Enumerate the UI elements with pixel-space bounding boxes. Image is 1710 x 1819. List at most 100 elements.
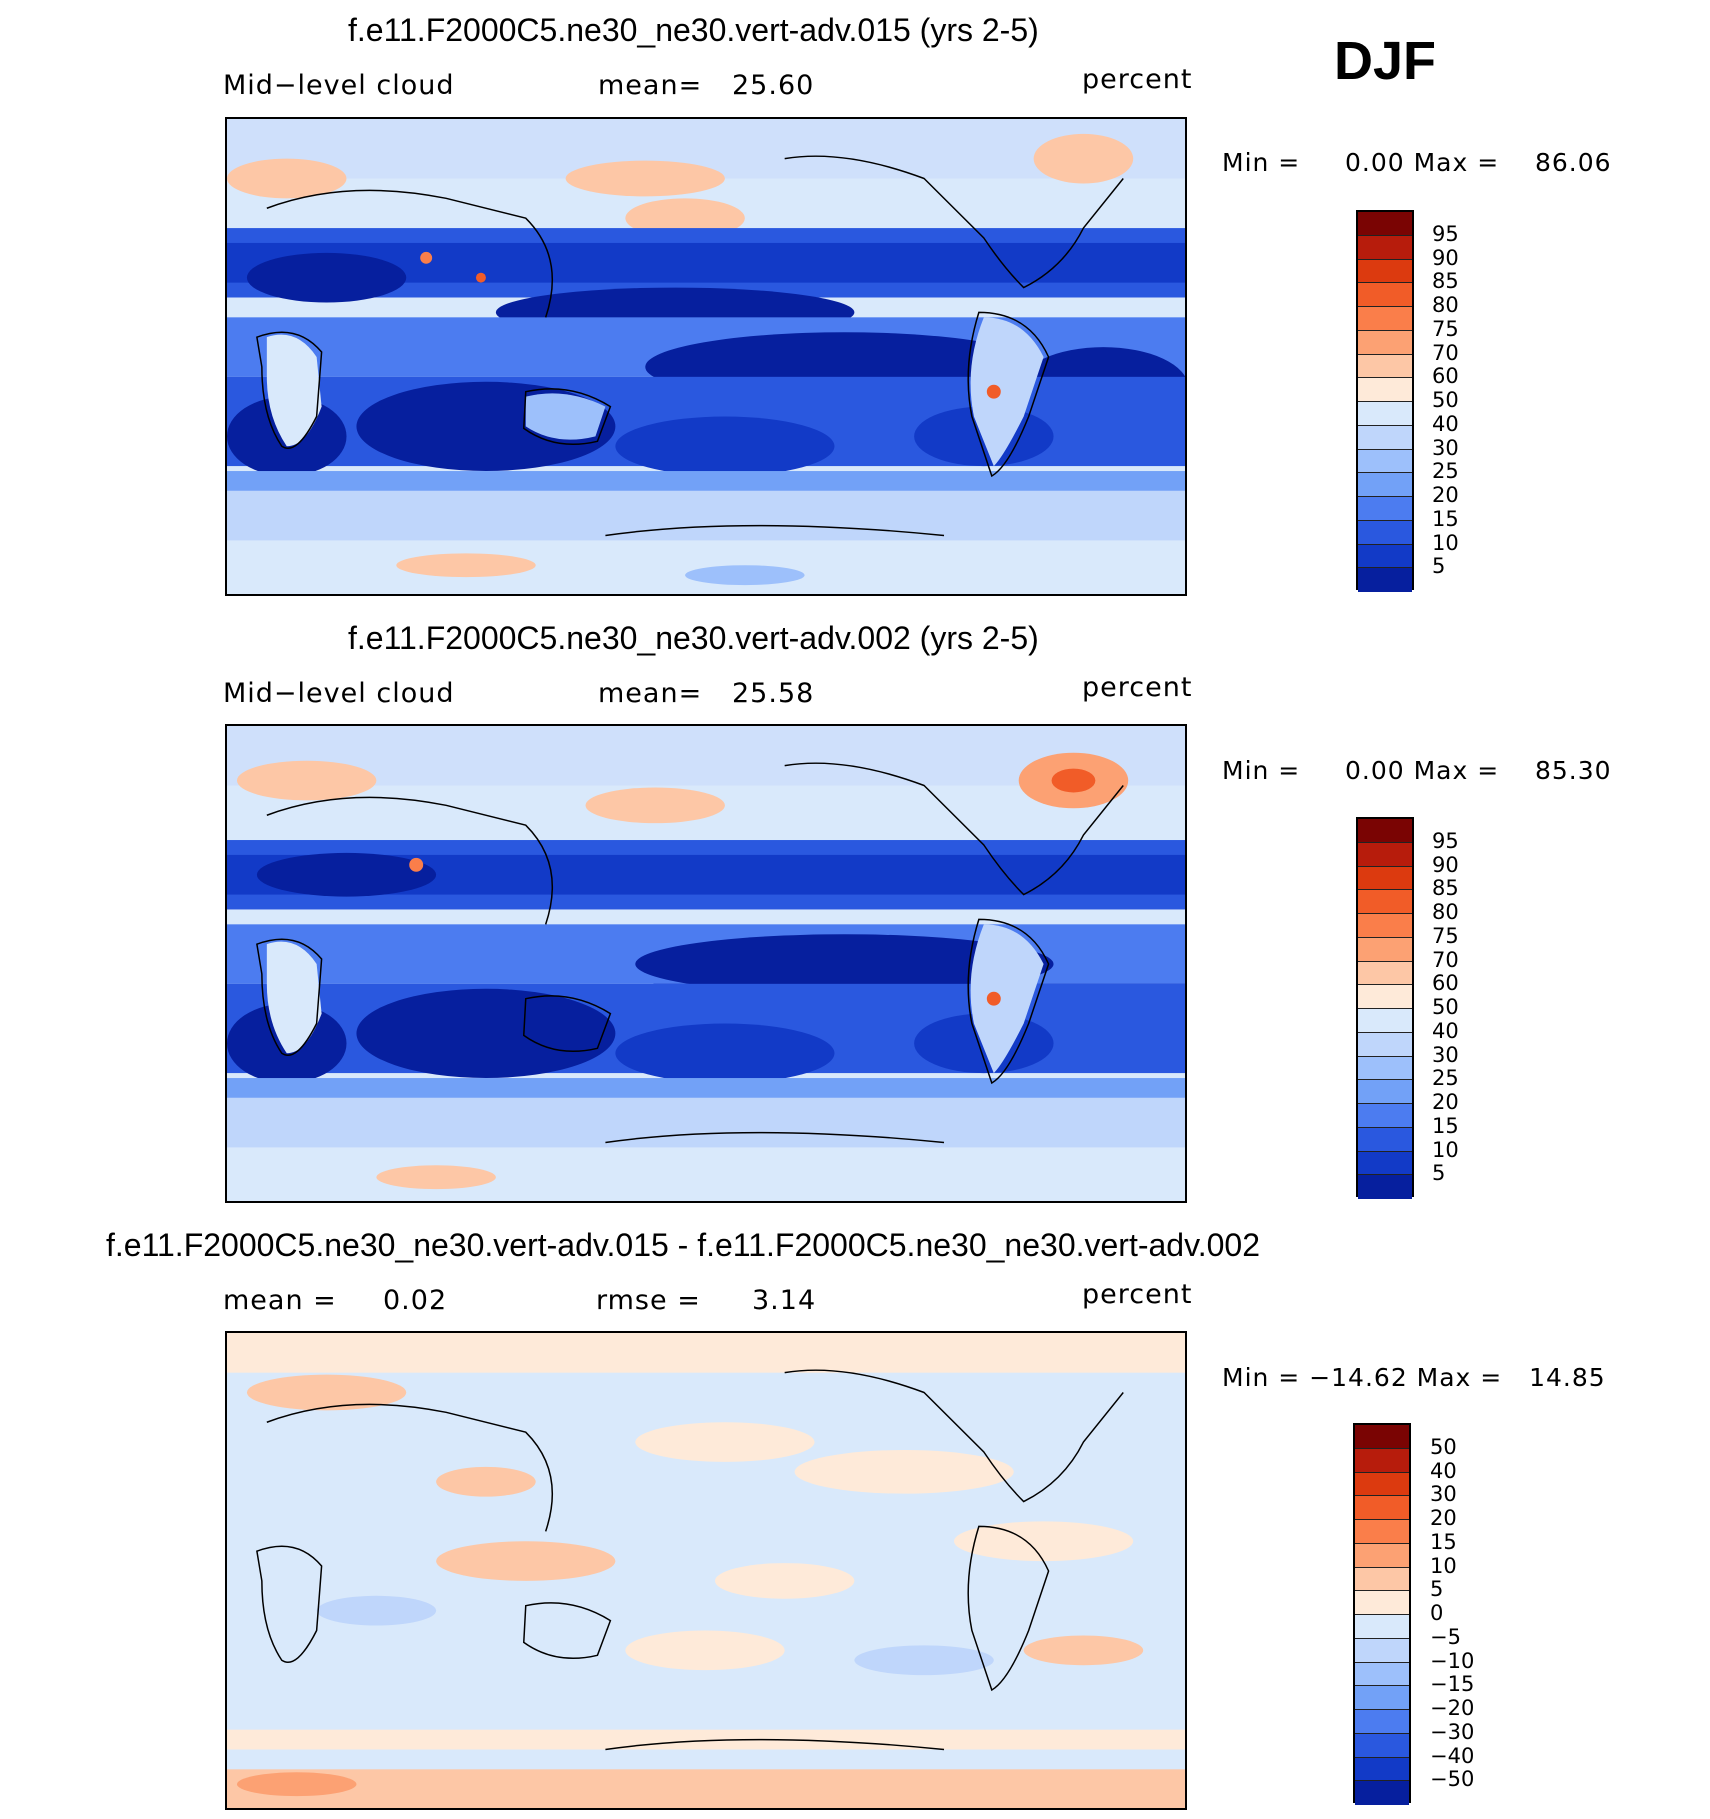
colorbar-swatch (1355, 1543, 1409, 1568)
colorbar-tick-label: 80 (1432, 900, 1459, 924)
panel-2-mean-value: 25.58 (732, 678, 815, 709)
colorbar-tick-label: −10 (1430, 1648, 1475, 1673)
panel-2-colorbar (1356, 817, 1414, 1199)
colorbar-swatch (1358, 568, 1412, 592)
colorbar-tick-label: 70 (1432, 947, 1459, 972)
colorbar-swatch (1355, 1733, 1409, 1758)
colorbar-swatch (1358, 1056, 1412, 1081)
colorbar-tick-label: 20 (1430, 1506, 1457, 1530)
colorbar-swatch (1358, 212, 1412, 236)
colorbar-tick-label: 70 (1432, 340, 1459, 365)
panel-3-rmse-label: rmse = (596, 1285, 701, 1316)
colorbar-swatch (1358, 866, 1412, 891)
colorbar-tick-label: −20 (1430, 1696, 1475, 1720)
colorbar-swatch (1358, 819, 1412, 843)
panel-3-map (225, 1331, 1187, 1810)
colorbar-swatch (1358, 1175, 1412, 1199)
colorbar-tick-label: 75 (1432, 316, 1459, 341)
colorbar-tick-label: 50 (1430, 1434, 1457, 1459)
colorbar-swatch (1355, 1781, 1409, 1805)
colorbar-tick-label: 5 (1432, 1161, 1446, 1186)
panel-1-units: percent (1082, 64, 1193, 95)
colorbar-swatch (1358, 914, 1412, 938)
colorbar-swatch (1358, 985, 1412, 1009)
colorbar-swatch (1355, 1710, 1409, 1734)
colorbar-swatch (1358, 235, 1412, 260)
colorbar-swatch (1355, 1615, 1409, 1639)
colorbar-tick-label: 30 (1432, 435, 1459, 460)
colorbar-tick-label: −5 (1430, 1624, 1461, 1649)
colorbar-tick-label: 15 (1432, 1113, 1459, 1138)
colorbar-tick-label: 5 (1430, 1577, 1444, 1602)
panel-1-variable: Mid−level cloud (223, 70, 455, 101)
colorbar-tick-label: 0 (1430, 1601, 1444, 1625)
colorbar-tick-label: 20 (1432, 1090, 1459, 1114)
colorbar-swatch (1355, 1638, 1409, 1663)
colorbar-swatch (1358, 378, 1412, 402)
colorbar-tick-label: 40 (1430, 1458, 1457, 1483)
panel-1-mean-value: 25.60 (732, 70, 815, 101)
panel-2-units: percent (1082, 672, 1193, 703)
colorbar-tick-label: 95 (1432, 828, 1459, 853)
colorbar-swatch (1358, 330, 1412, 355)
colorbar-tick-label: 15 (1432, 506, 1459, 531)
panel-3-units: percent (1082, 1279, 1193, 1310)
colorbar-swatch (1358, 1032, 1412, 1057)
panel-1-title: f.e11.F2000C5.ne30_ne30.vert-adv.015 (yr… (348, 12, 1039, 48)
panel-2-mean-label: mean= (598, 678, 703, 709)
colorbar-swatch (1355, 1757, 1409, 1782)
colorbar-tick-label: 30 (1432, 1042, 1459, 1067)
colorbar-swatch (1358, 544, 1412, 569)
colorbar-swatch (1358, 1151, 1412, 1176)
panel-2-map (225, 724, 1187, 1203)
colorbar-tick-label: 60 (1432, 364, 1459, 389)
colorbar-tick-label: 10 (1432, 1137, 1459, 1162)
panel-1-map (225, 117, 1187, 596)
panel-3-mean-value: 0.02 (383, 1285, 448, 1316)
colorbar-swatch (1358, 842, 1412, 867)
colorbar-tick-label: −30 (1430, 1719, 1475, 1744)
colorbar-tick-label: 85 (1432, 876, 1459, 901)
colorbar-swatch (1358, 1104, 1412, 1128)
panel-3-title: f.e11.F2000C5.ne30_ne30.vert-adv.015 - f… (106, 1227, 1260, 1263)
colorbar-tick-label: 85 (1432, 269, 1459, 294)
panel-2-map-graphic (227, 726, 1185, 1201)
panel-2-variable: Mid−level cloud (223, 678, 455, 709)
colorbar-tick-label: 15 (1430, 1529, 1457, 1554)
colorbar-swatch (1358, 890, 1412, 914)
colorbar-swatch (1358, 473, 1412, 497)
colorbar-swatch (1355, 1686, 1409, 1710)
colorbar-swatch (1355, 1425, 1409, 1449)
panel-3-map-graphic (227, 1333, 1185, 1808)
colorbar-swatch (1358, 402, 1412, 426)
colorbar-tick-label: 90 (1432, 852, 1459, 877)
panel-3-mean-label: mean = (223, 1285, 337, 1316)
colorbar-swatch (1355, 1662, 1409, 1687)
colorbar-tick-label: 50 (1432, 995, 1459, 1019)
panel-1-map-graphic (227, 119, 1185, 594)
colorbar-tick-label: 75 (1432, 923, 1459, 948)
colorbar-swatch (1358, 425, 1412, 450)
colorbar-swatch (1358, 1127, 1412, 1152)
colorbar-tick-label: 20 (1432, 483, 1459, 507)
colorbar-swatch (1358, 283, 1412, 307)
colorbar-tick-label: 90 (1432, 245, 1459, 270)
colorbar-tick-label: 40 (1432, 1018, 1459, 1043)
colorbar-swatch (1358, 449, 1412, 474)
colorbar-tick-label: 5 (1432, 554, 1446, 579)
colorbar-swatch (1355, 1472, 1409, 1497)
season-label: DJF (1334, 31, 1437, 91)
panel-2-minmax: Min = 0.00 Max = 85.30 (1222, 756, 1612, 785)
colorbar-swatch (1355, 1520, 1409, 1544)
colorbar-tick-label: 10 (1432, 530, 1459, 555)
colorbar-swatch (1358, 307, 1412, 331)
panel-2-title: f.e11.F2000C5.ne30_ne30.vert-adv.002 (yr… (348, 620, 1039, 656)
colorbar-tick-label: 30 (1430, 1482, 1457, 1507)
panel-3-rmse-value: 3.14 (752, 1285, 817, 1316)
colorbar-swatch (1355, 1496, 1409, 1520)
colorbar-tick-label: 80 (1432, 293, 1459, 317)
panel-3-colorbar (1353, 1423, 1411, 1805)
panel-3-minmax: Min = −14.62 Max = 14.85 (1222, 1363, 1606, 1392)
colorbar-tick-label: −50 (1430, 1767, 1475, 1792)
colorbar-swatch (1358, 259, 1412, 284)
